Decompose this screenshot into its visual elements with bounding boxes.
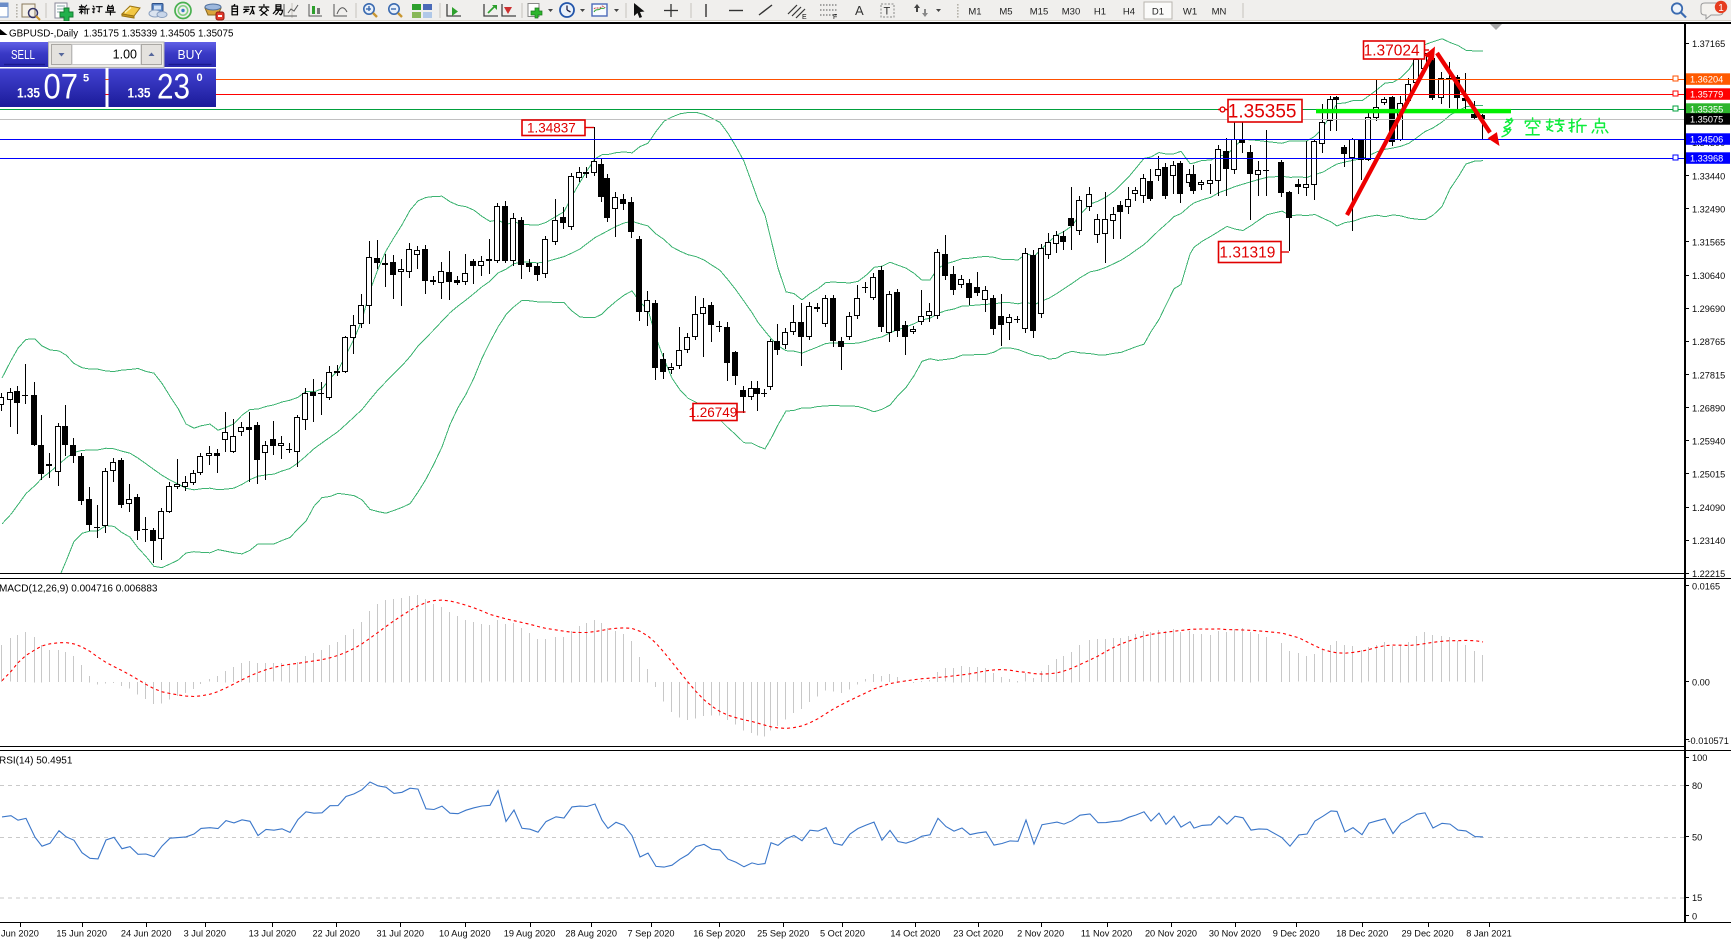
svg-text:0.0165: 0.0165: [1692, 582, 1720, 592]
svg-text:1.34837: 1.34837: [527, 121, 576, 136]
svg-text:0: 0: [1692, 912, 1697, 922]
svg-text:8 Jan 2021: 8 Jan 2021: [1466, 929, 1511, 939]
svg-text:1.27815: 1.27815: [1692, 370, 1725, 380]
svg-text:1.26749: 1.26749: [689, 405, 738, 420]
svg-text:T: T: [884, 6, 891, 18]
svg-text:1.37024: 1.37024: [1364, 43, 1420, 60]
svg-text:MACD(12,26,9) 0.004716 0.00688: MACD(12,26,9) 0.004716 0.006883: [0, 584, 158, 595]
svg-text:H4: H4: [1123, 7, 1135, 18]
svg-text:1.29690: 1.29690: [1692, 304, 1725, 314]
svg-text:1.31565: 1.31565: [1692, 238, 1725, 248]
svg-text:1.35355: 1.35355: [1690, 104, 1723, 114]
svg-text:1.22215: 1.22215: [1692, 569, 1725, 579]
svg-text:Jun 2020: Jun 2020: [1, 929, 39, 939]
svg-text:A: A: [855, 3, 864, 18]
svg-text:1.00: 1.00: [113, 48, 137, 62]
svg-text:1.34506: 1.34506: [1690, 134, 1723, 144]
svg-text:28 Aug 2020: 28 Aug 2020: [565, 929, 617, 939]
svg-text:13 Jul 2020: 13 Jul 2020: [249, 929, 297, 939]
svg-text:16 Sep 2020: 16 Sep 2020: [693, 929, 745, 939]
svg-text:F: F: [833, 14, 837, 21]
svg-text:RSI(14) 50.4951: RSI(14) 50.4951: [0, 756, 73, 767]
svg-text:31 Jul 2020: 31 Jul 2020: [377, 929, 425, 939]
svg-text:30 Nov 2020: 30 Nov 2020: [1209, 929, 1261, 939]
svg-text:MN: MN: [1212, 7, 1227, 18]
svg-text:M5: M5: [999, 7, 1012, 18]
svg-text:1.33440: 1.33440: [1692, 171, 1725, 181]
svg-text:2 Nov 2020: 2 Nov 2020: [1017, 929, 1064, 939]
svg-text:80: 80: [1692, 781, 1702, 791]
svg-text:18 Dec 2020: 18 Dec 2020: [1336, 929, 1388, 939]
svg-text:1.26890: 1.26890: [1692, 403, 1725, 413]
svg-text:07: 07: [44, 68, 79, 107]
svg-text:1.37165: 1.37165: [1692, 39, 1725, 49]
svg-text:BUY: BUY: [178, 47, 203, 62]
svg-text:1.36204: 1.36204: [1690, 74, 1723, 84]
svg-text:1.25015: 1.25015: [1692, 470, 1725, 480]
svg-text:1.35: 1.35: [128, 85, 151, 101]
svg-text:22 Jul 2020: 22 Jul 2020: [312, 929, 360, 939]
svg-text:SELL: SELL: [11, 47, 35, 62]
svg-text:1.35: 1.35: [17, 85, 40, 101]
svg-text:100: 100: [1692, 753, 1707, 763]
svg-text:24 Jun 2020: 24 Jun 2020: [121, 929, 172, 939]
svg-text:W1: W1: [1183, 7, 1197, 18]
svg-text:50: 50: [1692, 833, 1702, 843]
svg-text:-0.010571: -0.010571: [1688, 736, 1729, 746]
svg-text:3 Jul 2020: 3 Jul 2020: [184, 929, 226, 939]
svg-text:5: 5: [83, 73, 89, 85]
svg-text:1.25940: 1.25940: [1692, 437, 1725, 447]
svg-text:19 Aug 2020: 19 Aug 2020: [504, 929, 556, 939]
svg-text:GBPUSD-,Daily 1.35175 1.35339: GBPUSD-,Daily 1.35175 1.35339 1.34505 1.…: [9, 29, 234, 40]
svg-text:11 Nov 2020: 11 Nov 2020: [1081, 929, 1132, 939]
svg-text:1.35355: 1.35355: [1228, 102, 1297, 123]
svg-text:1.30640: 1.30640: [1692, 271, 1725, 281]
svg-text:1.35075: 1.35075: [1690, 114, 1723, 124]
svg-text:15: 15: [1692, 893, 1702, 903]
svg-text:9 Dec 2020: 9 Dec 2020: [1273, 929, 1320, 939]
svg-text:7 Sep 2020: 7 Sep 2020: [627, 929, 674, 939]
svg-text:M30: M30: [1062, 7, 1080, 18]
svg-text:1: 1: [1718, 3, 1724, 14]
svg-text:M15: M15: [1030, 7, 1048, 18]
svg-text:H1: H1: [1094, 7, 1106, 18]
svg-text:23 Oct 2020: 23 Oct 2020: [953, 929, 1003, 939]
svg-text:29 Dec 2020: 29 Dec 2020: [1402, 929, 1454, 939]
svg-text:1.23140: 1.23140: [1692, 536, 1725, 546]
svg-text:23: 23: [157, 68, 190, 107]
svg-text:1.32490: 1.32490: [1692, 205, 1725, 215]
svg-text:10 Aug 2020: 10 Aug 2020: [439, 929, 491, 939]
svg-text:5 Oct 2020: 5 Oct 2020: [820, 929, 865, 939]
svg-text:E: E: [802, 14, 807, 21]
svg-text:1.24090: 1.24090: [1692, 503, 1725, 513]
svg-text:1.28765: 1.28765: [1692, 337, 1725, 347]
svg-text:0: 0: [197, 72, 203, 84]
svg-text:20 Nov 2020: 20 Nov 2020: [1145, 929, 1197, 939]
svg-text:25 Sep 2020: 25 Sep 2020: [757, 929, 809, 939]
svg-text:1.31319: 1.31319: [1219, 245, 1275, 262]
svg-text:1.35779: 1.35779: [1690, 89, 1723, 99]
svg-text:15 Jun 2020: 15 Jun 2020: [56, 929, 107, 939]
svg-text:0.00: 0.00: [1692, 677, 1710, 687]
svg-text:1.33968: 1.33968: [1690, 153, 1723, 163]
svg-text:14 Oct 2020: 14 Oct 2020: [890, 929, 940, 939]
svg-text:D1: D1: [1152, 7, 1164, 18]
svg-text:M1: M1: [968, 7, 981, 18]
